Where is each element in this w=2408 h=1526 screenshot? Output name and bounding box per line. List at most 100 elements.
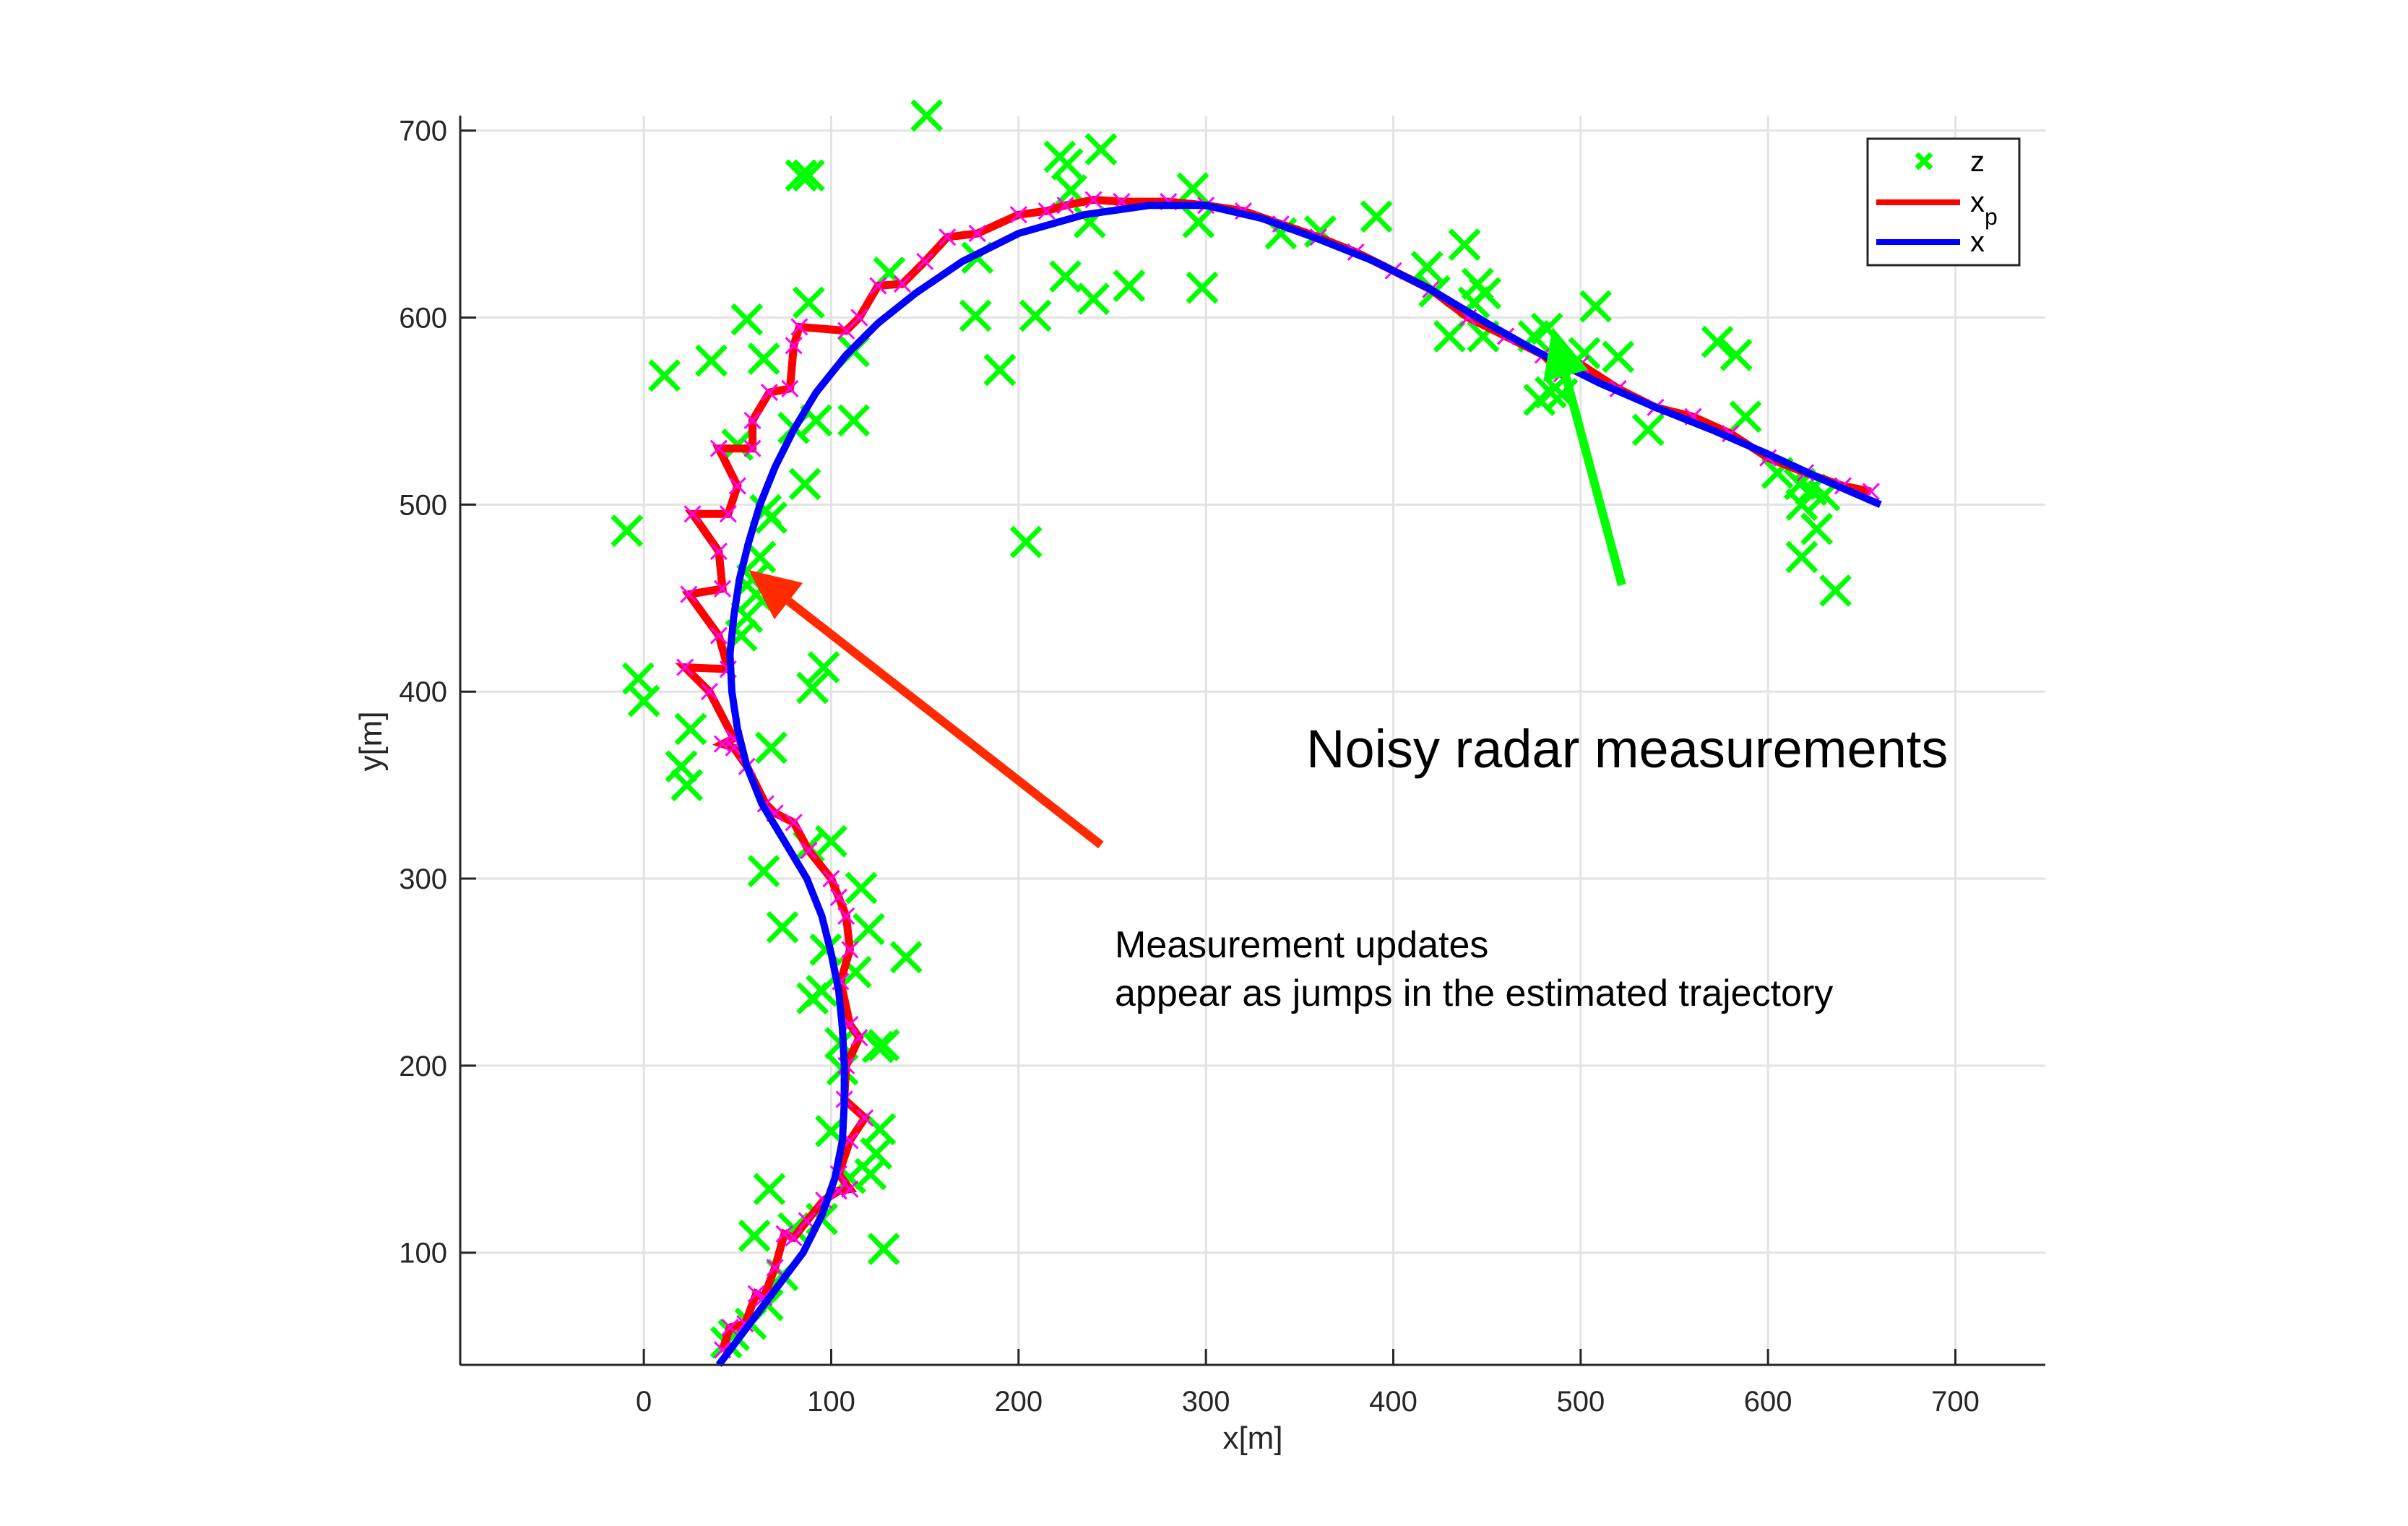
z-measurement-point xyxy=(1433,319,1466,353)
z-measurement-point xyxy=(1077,283,1110,316)
z-measurement-point xyxy=(867,1028,900,1061)
xp-vertex-marker xyxy=(781,379,799,397)
xp-vertex-marker xyxy=(1084,191,1102,209)
xp-vertex-marker xyxy=(790,318,808,336)
z-measurement-point xyxy=(792,159,825,192)
z-measurement-point xyxy=(1785,540,1818,574)
xp-vertex-marker xyxy=(800,842,818,860)
z-measurement-point xyxy=(837,404,871,437)
grid xyxy=(460,116,2045,1365)
series-layer xyxy=(610,99,1882,1368)
x-tick-label: 200 xyxy=(994,1386,1043,1418)
y-tick-label: 500 xyxy=(399,489,447,521)
x-tick-label: 400 xyxy=(1369,1386,1417,1418)
z-measurement-point xyxy=(845,871,878,905)
xp-vertex-marker xyxy=(968,225,986,243)
z-measurement-point xyxy=(670,769,704,802)
z-measurement-point xyxy=(1800,512,1834,546)
xp-vertex-marker xyxy=(1037,202,1056,220)
legend-label: x xyxy=(1970,226,1985,258)
xp-vertex-marker xyxy=(856,1109,874,1127)
z-measurement-point xyxy=(1719,338,1753,371)
xp-vertex-marker xyxy=(709,626,728,645)
y-tick-label: 100 xyxy=(399,1238,447,1269)
xp-vertex-marker xyxy=(760,384,778,402)
z-measurement-point xyxy=(785,159,818,192)
y-tick-label: 700 xyxy=(399,116,447,147)
z-measurement-point xyxy=(1448,228,1481,262)
z-measurement-point xyxy=(738,1219,771,1252)
xp-vertex-marker xyxy=(766,1259,784,1277)
xp-vertex-marker xyxy=(719,505,737,523)
z-measurement-point xyxy=(766,910,799,944)
axes: 0 100 200 300 400 500 600 700 100 200 300 400 500 600… xyxy=(399,116,2045,1418)
z-measurement-point xyxy=(796,671,829,704)
x-tick-label: 0 xyxy=(636,1386,652,1418)
xp-vertex-marker xyxy=(785,337,803,355)
green-arrow-head xyxy=(1543,327,1589,382)
z-measurement-point xyxy=(648,359,681,392)
annotations: Noisy radar measurements Measurement upda… xyxy=(748,327,1948,1014)
xp-vertex-marker xyxy=(680,585,698,603)
y-axis-label: y[m] xyxy=(353,711,389,771)
xp-vertex-marker xyxy=(837,907,855,925)
z-measurement-point xyxy=(665,750,698,783)
green-arrow-shaft xyxy=(1561,374,1626,587)
z-measurement-point xyxy=(1819,574,1852,607)
z-measurement-point xyxy=(1579,290,1613,323)
x-tick-label: 100 xyxy=(807,1386,855,1418)
xp-vertex-marker xyxy=(841,941,859,959)
xp-vertex-marker xyxy=(850,309,868,327)
z-measurement-point xyxy=(1050,147,1084,181)
z-measurement-point xyxy=(1019,299,1052,332)
z-measurement-point xyxy=(861,1030,894,1064)
xp-vertex-marker xyxy=(743,439,761,457)
xp-vertex-marker xyxy=(893,275,912,293)
z-measurement-point xyxy=(1009,525,1043,559)
y-tick-label: 600 xyxy=(399,303,447,335)
z-measurement-point xyxy=(796,982,829,1015)
z-measurement-point xyxy=(1602,340,1635,374)
legend-marker-z xyxy=(1915,152,1933,171)
xp-vertex-marker xyxy=(709,543,728,561)
xp-vertex-marker xyxy=(869,277,887,295)
xp-vertex-marker xyxy=(1009,206,1027,224)
z-measurement-point xyxy=(1534,376,1567,409)
x-true-line xyxy=(715,202,1882,1368)
z-measurement-point xyxy=(1186,271,1219,304)
annotation-measurement-updates: Measurement updates xyxy=(1115,924,1488,966)
z-measurement-point xyxy=(1360,200,1393,233)
red-arrow-head xyxy=(748,569,803,620)
z-measurement-point xyxy=(867,1233,900,1265)
z-measurement-point xyxy=(852,913,885,946)
xp-vertex-marker xyxy=(1056,197,1074,215)
annotation-measurement-updates: appear as jumps in the estimated traject… xyxy=(1115,973,1833,1014)
xp-vertex-marker xyxy=(683,505,702,523)
xp-vertex-marker xyxy=(676,658,694,676)
z-measurement-point xyxy=(730,303,764,336)
z-measurement-point xyxy=(792,286,825,319)
z-measurement-point xyxy=(674,712,707,746)
x-tick-label: 700 xyxy=(1931,1386,1980,1418)
xp-vertex-marker xyxy=(775,1225,793,1243)
z-measurement-point xyxy=(747,855,780,888)
z-measurement-point xyxy=(1113,270,1146,303)
z-measurement-point xyxy=(1631,413,1665,447)
x-tick-label: 300 xyxy=(1182,1386,1230,1418)
z-measurement-point xyxy=(1410,251,1443,284)
z-measurement-point xyxy=(1701,325,1734,358)
xp-vertex-marker xyxy=(938,228,957,246)
xp-vertex-marker xyxy=(822,869,840,888)
xp-vertex-marker xyxy=(743,411,761,429)
xp-vertex-marker xyxy=(714,735,732,753)
annotation-noisy-measurements: Noisy radar measurements xyxy=(1306,719,1948,779)
z-measurement-point xyxy=(860,1137,893,1170)
z-measurement-point xyxy=(889,941,923,974)
z-measurement-point xyxy=(1084,133,1118,166)
legend-label-subscript: p xyxy=(1985,204,1998,230)
z-measurement-point xyxy=(1182,206,1215,239)
z-measurement-point xyxy=(1176,172,1209,205)
xp-vertex-marker xyxy=(721,1319,739,1337)
xp-vertex-marker xyxy=(841,1180,859,1198)
legend-label: z xyxy=(1970,146,1985,178)
